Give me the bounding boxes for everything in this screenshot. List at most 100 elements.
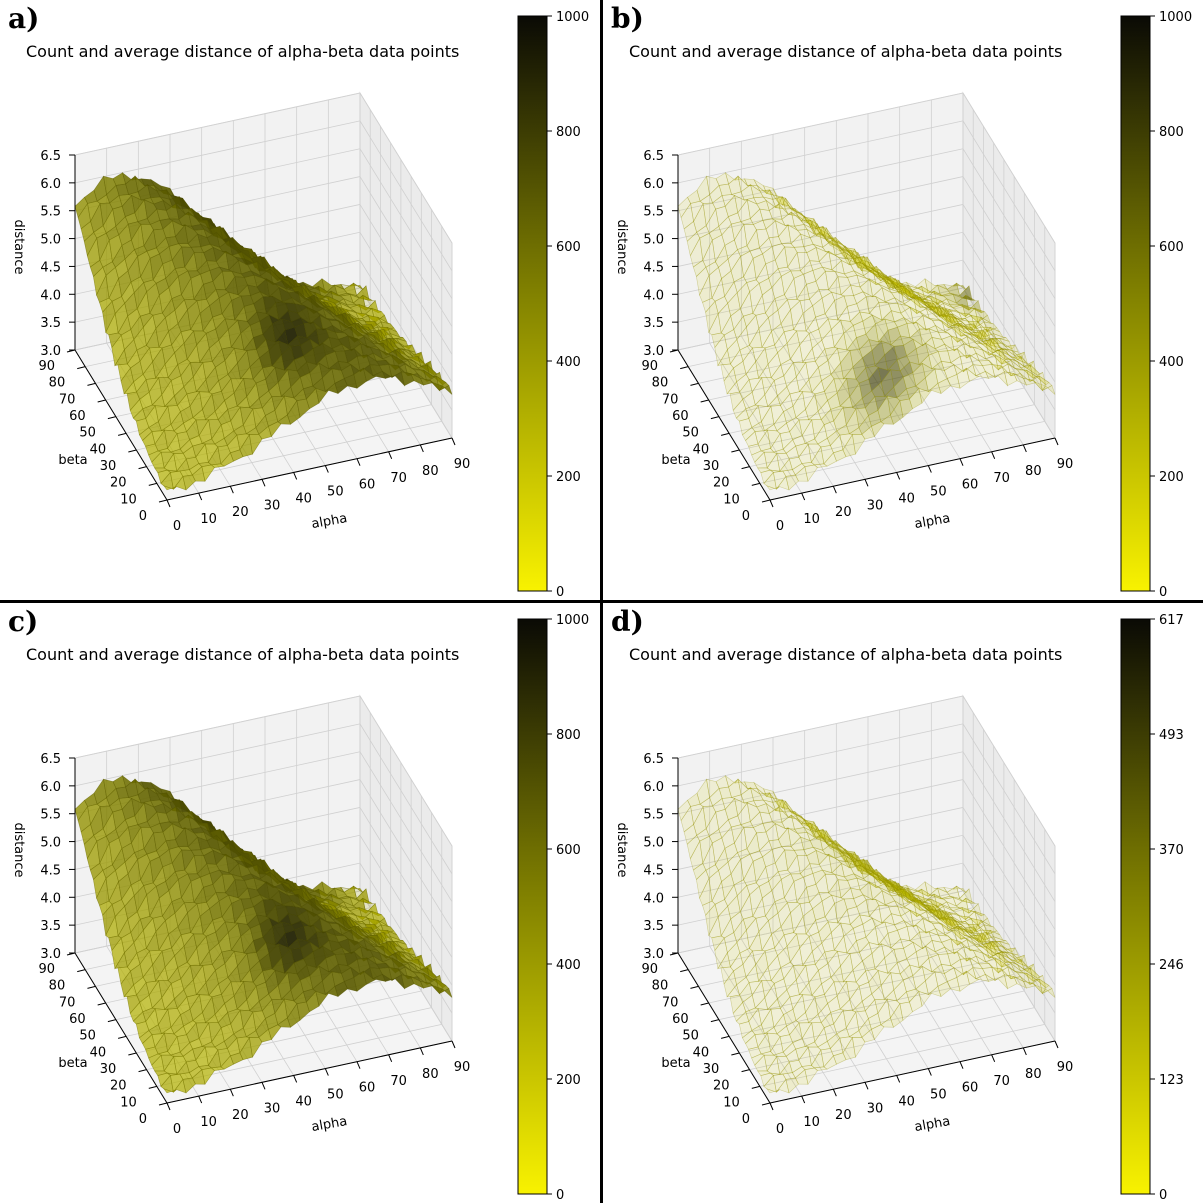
surface-cell [708, 828, 723, 844]
surface-cell [1032, 380, 1046, 391]
surface-cell [739, 947, 753, 965]
surface-cell [770, 363, 785, 381]
surface-cell [950, 335, 965, 352]
surface-cell [1010, 959, 1025, 971]
surface-cell [970, 327, 985, 340]
surface-cell [917, 901, 931, 914]
surface-cell [908, 292, 922, 300]
surface-cell [780, 996, 794, 1016]
surface-cell [891, 883, 906, 895]
surface-cell [818, 921, 832, 944]
surface-cell [850, 284, 864, 297]
surface-cell [824, 299, 839, 321]
surface-cell [923, 306, 937, 317]
surface-cell [758, 880, 773, 899]
surface-cell [845, 853, 859, 871]
surface-cell [958, 323, 972, 330]
surface-cell [702, 900, 716, 916]
surface-cell [950, 929, 965, 940]
surface-cell [1014, 954, 1028, 968]
z-tick-label: 4.0 [40, 288, 61, 303]
surface-cell [906, 385, 920, 400]
surface-cell [795, 1069, 809, 1085]
surface-cell [859, 278, 873, 298]
surface-cell [901, 288, 915, 299]
surface-cell [854, 860, 869, 872]
surface-cell [787, 251, 801, 272]
surface-cell [715, 244, 729, 268]
y-tick-label: 60 [69, 1012, 86, 1027]
surface-cell [843, 324, 857, 351]
surface-cell [712, 194, 726, 210]
surface-cell [832, 842, 846, 854]
surface-cell [817, 437, 831, 448]
surface-cell [972, 949, 987, 963]
y-tick [117, 432, 127, 436]
colorbar-tick-label: 0 [556, 585, 564, 600]
surface-cell [1008, 952, 1022, 963]
surface-cell [769, 469, 783, 473]
z-tick-label: 5.0 [40, 233, 61, 248]
y-tick [680, 366, 689, 370]
colorbar-tick-label: 1000 [1159, 10, 1192, 25]
surface-cell [1002, 342, 1016, 350]
surface-cell [784, 811, 799, 820]
surface-cell [947, 332, 962, 343]
surface-cell [930, 963, 945, 974]
surface-cell [768, 839, 783, 850]
surface-cell [794, 208, 808, 223]
surface-cell [736, 976, 750, 996]
surface-cell [974, 927, 988, 941]
surface-cell [907, 290, 922, 302]
surface-cell [806, 822, 821, 837]
surface-cell [899, 1001, 913, 1021]
surface-cell [745, 431, 759, 447]
surface-cell [879, 275, 894, 289]
surface-cell [800, 815, 815, 831]
surface-cell [757, 429, 771, 452]
surface-cell [867, 870, 882, 881]
surface-cell [774, 849, 789, 872]
surface-cell [861, 258, 875, 273]
surface-cell [982, 945, 997, 957]
surface-cell [727, 291, 741, 317]
surface-cell [840, 259, 855, 275]
surface-cell [1010, 962, 1024, 974]
x-tick-label: 80 [422, 1067, 439, 1082]
surface-cell [745, 360, 759, 380]
surface-cell [820, 834, 834, 849]
surface-cell [693, 202, 707, 233]
x-tick [927, 1068, 932, 1076]
surface-cell [850, 864, 864, 880]
surface-cell [863, 255, 878, 271]
x-tick [991, 1054, 996, 1062]
surface-cell [886, 878, 901, 889]
surface-cell [793, 224, 808, 231]
surface-cell [880, 1017, 894, 1028]
surface-cell [734, 175, 748, 187]
surface-cell [899, 361, 914, 378]
surface-cell [961, 304, 976, 318]
surface-cell [882, 278, 896, 289]
surface-cell [720, 363, 734, 382]
surface-cell [903, 941, 917, 960]
y-tick-label: 10 [120, 492, 137, 507]
surface-cell [931, 319, 946, 333]
surface-cell [742, 994, 756, 1013]
surface-cell [971, 315, 985, 329]
surface-cell [864, 263, 878, 273]
surface-cell [805, 919, 820, 937]
surface-cell [793, 827, 808, 834]
surface-cell [815, 916, 829, 933]
surface-cell [905, 884, 919, 892]
surface-cell [887, 891, 902, 897]
surface-cell [857, 861, 872, 876]
surface-cell [985, 945, 999, 959]
surface-cell [976, 932, 991, 943]
surface-cell [912, 362, 926, 387]
surface-cell [896, 958, 911, 975]
surface-cell [850, 261, 864, 277]
surface-cell [988, 952, 1003, 969]
surface-cell [889, 280, 903, 295]
surface-cell [989, 942, 1003, 957]
